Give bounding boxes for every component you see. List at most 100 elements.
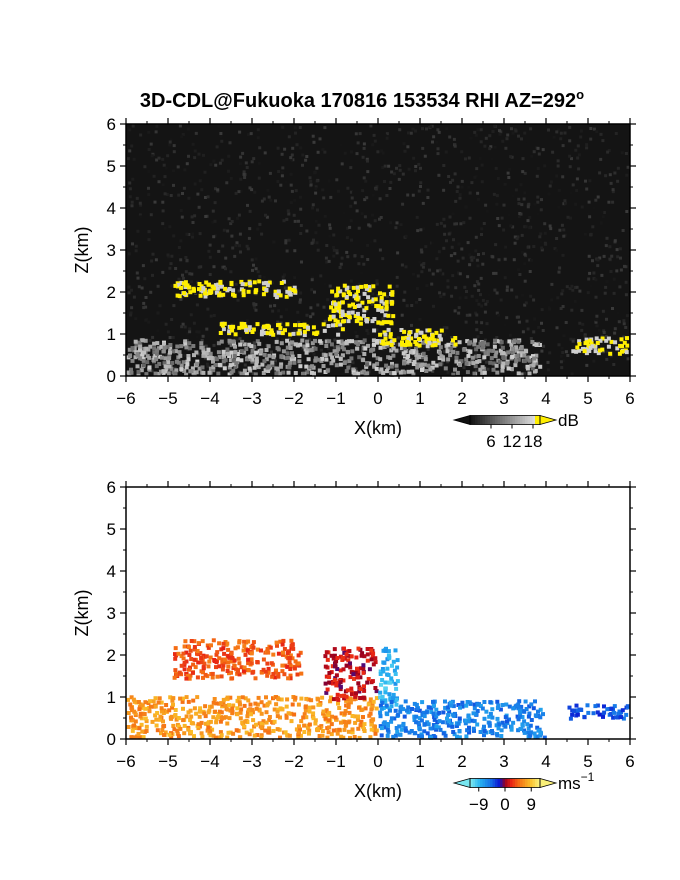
data-cell <box>484 709 489 714</box>
data-cell <box>380 309 385 314</box>
data-cell <box>215 715 220 720</box>
noise-cell <box>517 215 521 219</box>
noise-cell <box>622 347 626 350</box>
noise-cell <box>398 168 402 172</box>
data-cell <box>267 364 272 369</box>
data-cell <box>307 705 312 710</box>
noise-cell <box>250 258 254 262</box>
data-cell <box>241 293 246 298</box>
noise-cell <box>566 354 570 357</box>
data-cell <box>242 350 247 355</box>
data-cell <box>182 661 187 665</box>
data-cell <box>200 365 205 370</box>
data-cell <box>136 700 141 704</box>
data-cell <box>381 339 386 344</box>
data-cell <box>354 319 359 324</box>
data-cell <box>313 358 318 363</box>
data-cell <box>326 713 331 718</box>
data-cell <box>528 723 533 728</box>
data-cell <box>340 353 345 358</box>
noise-cell <box>511 131 515 135</box>
x-tick-label: −3 <box>242 389 261 408</box>
noise-cell <box>622 335 626 339</box>
noise-cell <box>203 356 207 360</box>
data-cell <box>369 722 374 727</box>
data-cell <box>510 354 515 359</box>
data-cell <box>284 713 289 718</box>
data-cell <box>217 362 222 367</box>
data-cell <box>203 672 208 677</box>
data-cell <box>600 336 605 341</box>
data-cell <box>246 657 251 662</box>
noise-cell <box>476 191 480 195</box>
data-cell <box>389 676 394 681</box>
noise-cell <box>383 134 387 138</box>
data-cell <box>538 715 543 720</box>
data-cell <box>347 339 351 344</box>
data-cell <box>173 646 178 651</box>
noise-cell <box>448 135 452 139</box>
noise-cell <box>293 126 297 130</box>
colorbar: −9 0 9ms−1 <box>452 770 595 814</box>
noise-cell <box>549 180 553 184</box>
noise-cell <box>568 165 572 169</box>
data-cell <box>261 281 266 286</box>
noise-cell <box>425 127 428 131</box>
data-cell <box>248 660 253 665</box>
noise-cell <box>468 313 472 317</box>
data-cell <box>332 308 337 313</box>
data-cell <box>243 719 248 724</box>
noise-cell <box>221 244 225 248</box>
data-cell <box>302 329 307 334</box>
noise-cell <box>569 337 573 341</box>
noise-cell <box>355 334 359 338</box>
data-cell <box>130 718 135 723</box>
noise-cell <box>514 188 518 192</box>
noise-cell <box>357 282 361 286</box>
noise-cell <box>523 171 527 175</box>
colorbar-low-arrow <box>452 414 471 426</box>
data-cell <box>310 347 315 352</box>
colorbar-segment <box>512 415 516 425</box>
noise-cell <box>561 175 565 179</box>
noise-cell <box>220 139 224 143</box>
noise-cell <box>305 229 309 233</box>
colorbar-segment <box>487 778 491 788</box>
noise-cell <box>245 319 249 323</box>
noise-cell <box>618 285 622 289</box>
noise-cell <box>488 147 492 151</box>
data-cell <box>176 716 181 721</box>
data-cell <box>346 365 351 370</box>
noise-cell <box>527 202 531 206</box>
data-cell <box>189 639 194 643</box>
data-cell <box>571 709 576 714</box>
data-cell <box>506 350 511 355</box>
data-cell <box>379 706 384 711</box>
noise-cell <box>395 166 398 170</box>
data-cell <box>239 665 244 670</box>
noise-cell <box>193 214 197 218</box>
data-cell <box>384 369 389 374</box>
noise-cell <box>568 139 572 143</box>
data-cell <box>383 332 388 337</box>
data-cell <box>198 293 203 298</box>
data-cell <box>285 697 290 702</box>
data-cell <box>330 355 335 360</box>
data-cell <box>274 339 279 344</box>
data-cell <box>498 707 503 712</box>
data-cell <box>261 719 266 724</box>
data-cell <box>370 319 375 324</box>
noise-cell <box>454 286 458 290</box>
noise-cell <box>272 345 276 349</box>
data-cell <box>133 719 138 724</box>
data-cell <box>288 664 293 669</box>
data-cell <box>582 715 587 720</box>
noise-cell <box>516 235 520 239</box>
noise-cell <box>234 282 238 286</box>
noise-cell <box>419 166 422 170</box>
data-cell <box>489 356 494 361</box>
noise-cell <box>299 195 302 199</box>
data-cell <box>491 361 496 366</box>
data-cell <box>422 362 427 367</box>
colorbar-unit-exponent: −1 <box>581 770 595 784</box>
